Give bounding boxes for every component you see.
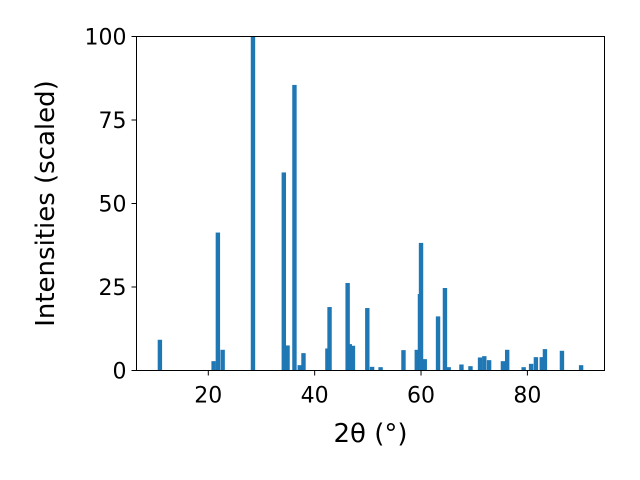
bar	[345, 282, 350, 371]
bar	[369, 366, 375, 371]
y-tick-label: 75	[99, 109, 127, 134]
bar	[327, 307, 332, 371]
bar	[211, 361, 216, 371]
bar	[533, 357, 539, 371]
y-tick-label: 0	[113, 360, 127, 385]
bar	[350, 345, 356, 371]
bar	[157, 339, 163, 371]
bar	[297, 365, 302, 371]
bars-group	[157, 36, 584, 371]
bar	[500, 361, 506, 371]
x-tick-label: 80	[513, 384, 541, 409]
x-axis-label: 2θ (°)	[333, 419, 407, 449]
bar	[285, 345, 290, 371]
bar	[250, 36, 256, 371]
bar	[365, 308, 370, 371]
bar	[414, 349, 419, 371]
bar	[418, 242, 424, 371]
bar	[378, 367, 383, 371]
bar	[528, 363, 534, 371]
x-tick-label: 60	[407, 384, 435, 409]
bar	[401, 350, 406, 371]
bar	[215, 232, 221, 371]
y-tick-label: 50	[99, 193, 127, 218]
bar	[459, 364, 464, 371]
bar	[281, 172, 287, 371]
x-tick-label: 40	[301, 384, 329, 409]
bar	[477, 357, 483, 371]
plot-frame	[136, 36, 605, 371]
bar	[482, 356, 487, 371]
x-tick-label: 20	[194, 384, 222, 409]
bar	[220, 349, 225, 371]
y-tick-label: 25	[99, 276, 127, 301]
y-axis-label: Intensities (scaled)	[31, 80, 61, 327]
bar	[578, 365, 584, 371]
bar	[442, 288, 448, 371]
bar	[435, 316, 441, 371]
bar	[486, 360, 492, 371]
bar	[521, 367, 526, 371]
bar	[347, 344, 352, 371]
bar	[301, 353, 306, 371]
x-axis: 20 40 60 80	[194, 370, 541, 409]
bar	[504, 349, 510, 371]
bar	[539, 357, 544, 371]
bar	[559, 350, 565, 371]
y-tick-label: 100	[85, 26, 127, 51]
y-axis: 0 25 50 75 100	[85, 26, 137, 385]
bar	[422, 359, 427, 371]
bar	[446, 367, 451, 371]
bar	[468, 366, 473, 371]
bar	[542, 349, 548, 371]
bar	[292, 84, 297, 371]
